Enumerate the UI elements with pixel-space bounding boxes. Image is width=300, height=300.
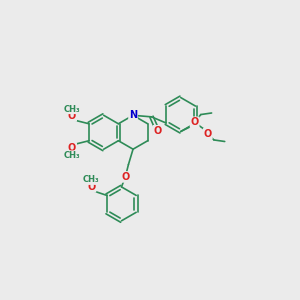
Text: O: O <box>190 117 199 127</box>
Text: CH₃: CH₃ <box>64 105 80 114</box>
Text: CH₃: CH₃ <box>64 151 80 160</box>
Text: O: O <box>204 129 212 139</box>
Text: O: O <box>154 126 162 136</box>
Text: O: O <box>87 182 95 192</box>
Text: O: O <box>68 111 76 121</box>
Text: O: O <box>121 172 130 182</box>
Text: CH₃: CH₃ <box>83 176 100 184</box>
Text: O: O <box>68 143 76 153</box>
Text: N: N <box>129 110 137 120</box>
